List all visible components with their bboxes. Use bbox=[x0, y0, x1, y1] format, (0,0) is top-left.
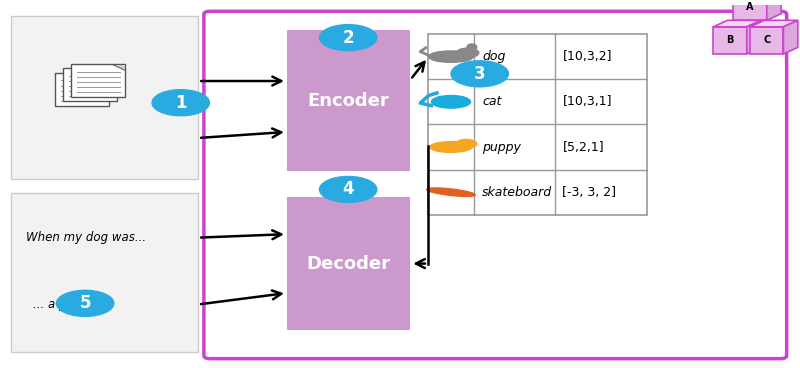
Bar bbox=[71, 64, 125, 97]
FancyBboxPatch shape bbox=[11, 193, 198, 352]
Polygon shape bbox=[746, 20, 761, 54]
Polygon shape bbox=[113, 64, 125, 70]
Polygon shape bbox=[766, 0, 781, 20]
Text: ... a puppy: ... a puppy bbox=[34, 298, 97, 311]
Ellipse shape bbox=[456, 139, 477, 148]
Text: 1: 1 bbox=[175, 94, 186, 112]
Circle shape bbox=[319, 25, 377, 51]
Ellipse shape bbox=[467, 44, 477, 50]
Polygon shape bbox=[97, 72, 110, 78]
Text: dog: dog bbox=[482, 50, 506, 63]
Bar bbox=[55, 72, 110, 106]
Text: [10,3,1]: [10,3,1] bbox=[562, 95, 612, 108]
Text: C: C bbox=[763, 35, 770, 45]
Circle shape bbox=[319, 177, 377, 202]
Bar bbox=[286, 31, 410, 171]
Bar bbox=[734, 0, 766, 20]
Circle shape bbox=[56, 290, 114, 316]
Text: puppy: puppy bbox=[482, 141, 521, 153]
Polygon shape bbox=[714, 20, 761, 27]
Text: Encoder: Encoder bbox=[308, 92, 390, 110]
Ellipse shape bbox=[430, 142, 472, 152]
Circle shape bbox=[451, 61, 509, 87]
Text: [5,2,1]: [5,2,1] bbox=[562, 141, 604, 153]
Ellipse shape bbox=[429, 51, 474, 62]
Text: cat: cat bbox=[482, 95, 502, 108]
Text: [10,3,2]: [10,3,2] bbox=[562, 50, 612, 63]
Text: 3: 3 bbox=[474, 65, 486, 83]
Ellipse shape bbox=[431, 95, 470, 108]
Bar bbox=[714, 27, 746, 54]
Bar bbox=[428, 34, 647, 215]
Text: A: A bbox=[746, 2, 754, 12]
Polygon shape bbox=[783, 20, 798, 54]
Text: skateboard: skateboard bbox=[482, 186, 552, 199]
Text: [-3, 3, 2]: [-3, 3, 2] bbox=[562, 186, 617, 199]
Circle shape bbox=[152, 90, 210, 116]
FancyBboxPatch shape bbox=[204, 11, 786, 359]
Polygon shape bbox=[750, 20, 798, 27]
Text: When my dog was...: When my dog was... bbox=[26, 231, 146, 244]
Bar bbox=[750, 27, 783, 54]
Ellipse shape bbox=[457, 48, 479, 57]
Text: 2: 2 bbox=[342, 29, 354, 47]
Text: B: B bbox=[726, 35, 734, 45]
Bar bbox=[63, 68, 118, 102]
Text: 4: 4 bbox=[342, 180, 354, 198]
Text: Decoder: Decoder bbox=[306, 255, 390, 273]
Bar bbox=[286, 197, 410, 330]
Ellipse shape bbox=[426, 188, 475, 197]
FancyBboxPatch shape bbox=[11, 16, 198, 178]
Text: 5: 5 bbox=[79, 294, 91, 312]
Polygon shape bbox=[105, 68, 118, 74]
